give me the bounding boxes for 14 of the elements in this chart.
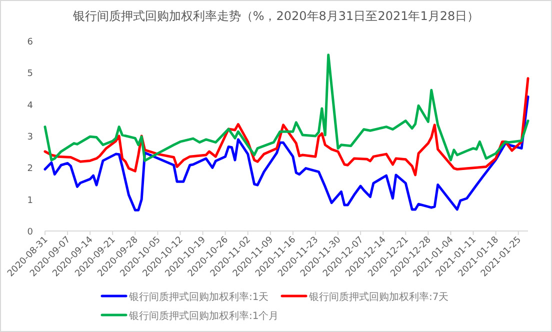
y-tick-label: 2 — [27, 164, 33, 174]
y-tick-label: 1 — [27, 196, 33, 206]
chart-title: 银行间质押式回购加权利率走势（%，2020年8月31日至2021年1月28日） — [72, 9, 480, 23]
y-tick-label: 0 — [27, 228, 34, 238]
y-tick-label: 3 — [27, 132, 33, 142]
line-series — [44, 95, 530, 212]
y-tick-label: 6 — [27, 38, 34, 48]
line-series — [44, 54, 530, 162]
legend-label: 银行间质押式回购加权利率:7天 — [308, 291, 449, 303]
legend-label: 银行间质押式回购加权利率:1天 — [128, 291, 269, 303]
line-series — [44, 77, 530, 176]
y-tick-label: 5 — [27, 69, 33, 80]
y-tick-label: 4 — [27, 100, 34, 111]
legend-label: 银行间质押式回购加权利率:1个月 — [128, 310, 279, 322]
